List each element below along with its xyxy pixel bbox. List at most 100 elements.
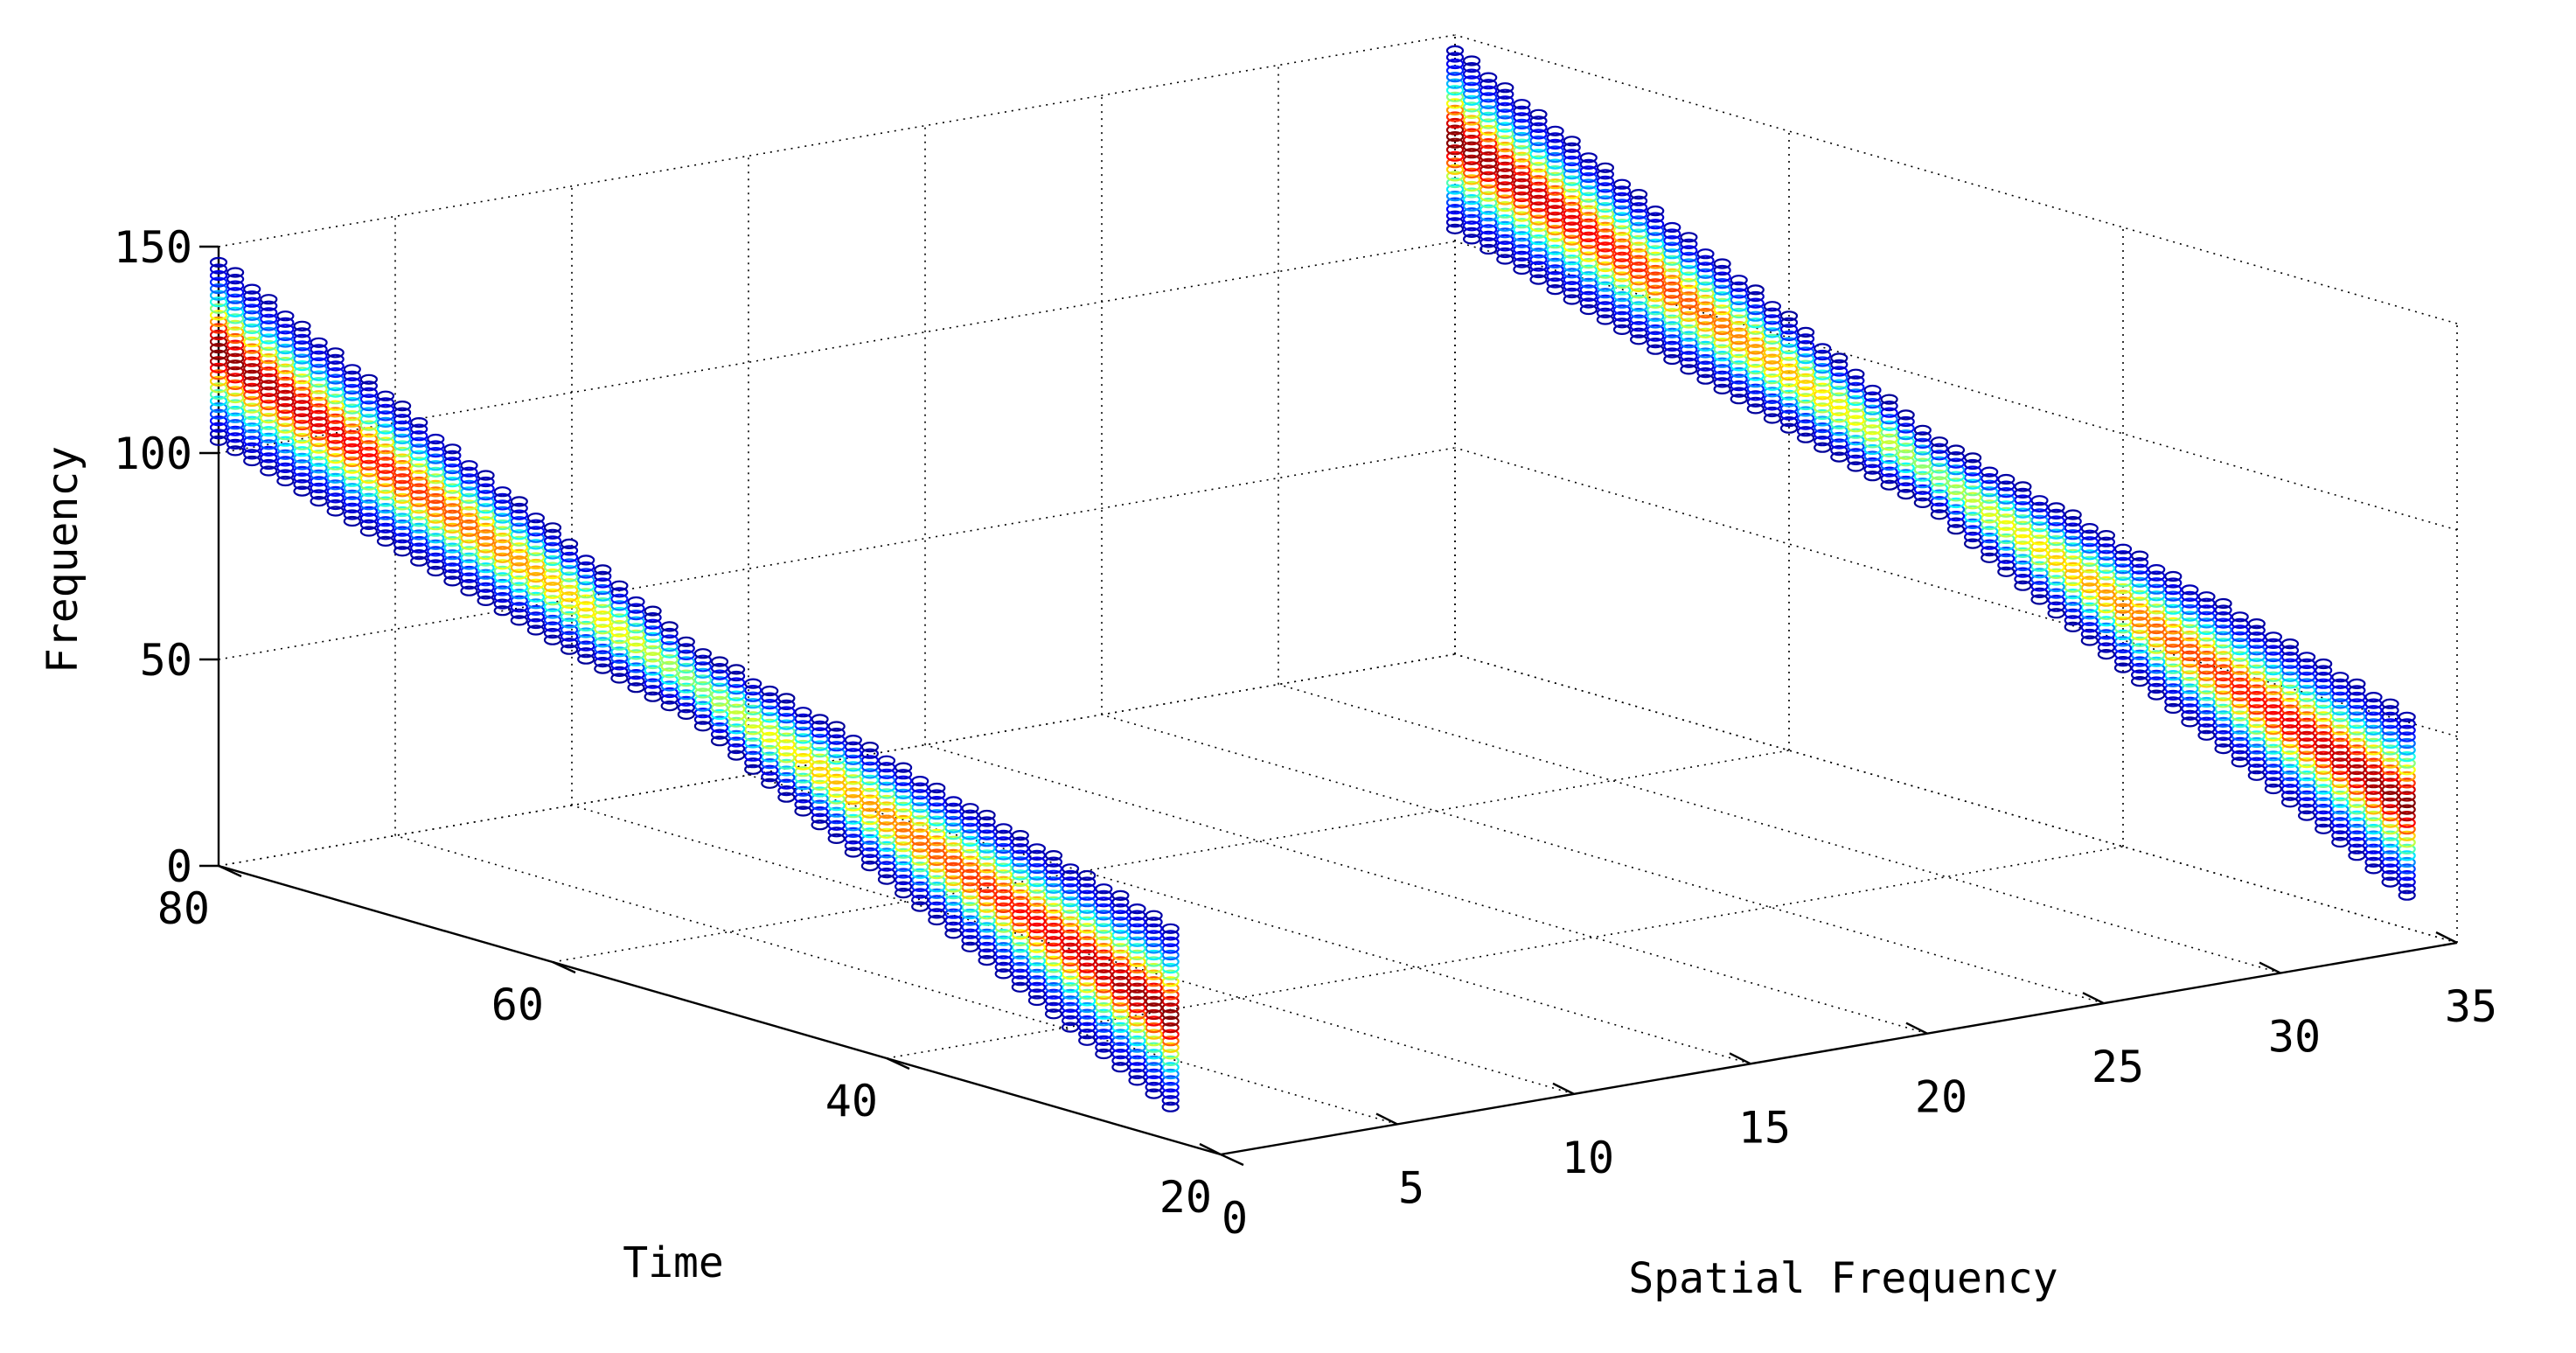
data-point [1897,456,1915,467]
data-point [1145,976,1163,987]
data-point [2197,650,2216,662]
data-point [961,816,979,827]
data-point [928,795,946,807]
data-point [1513,185,1531,196]
data-point [427,526,445,537]
data-point [2398,778,2416,789]
data-point [1111,1035,1130,1047]
data-point [1779,357,1799,368]
data-point [276,402,295,415]
data-point [493,559,512,570]
data-point [1847,381,1865,393]
data-point [660,647,679,659]
data-point [326,466,345,478]
data-point [226,399,245,410]
data-point [1814,363,1832,374]
data-point [2364,691,2383,703]
data-point [827,833,846,845]
data-point [710,708,729,721]
data-point [1930,463,1948,474]
data-point [293,346,311,359]
data-point [2014,507,2032,519]
data-point [310,456,328,467]
data-point [1479,138,1498,150]
data-point [2197,716,2216,728]
data-point [1612,284,1632,296]
data-point [510,496,528,507]
data-point [2030,495,2049,506]
data-point [2164,676,2183,687]
data-point [343,456,361,468]
data-point [2214,710,2232,722]
data-point [1779,337,1799,348]
data-point [2381,778,2399,789]
data-point [1579,238,1598,249]
grid-line [1454,241,2458,531]
data-point [1696,334,1715,345]
data-point [1011,948,1029,960]
data-point [594,656,612,668]
grid-line [1454,653,2458,944]
data-point [961,882,979,893]
data-point [1078,903,1097,914]
data-point [1027,856,1047,868]
data-point [961,855,979,867]
data-point [1964,512,1982,523]
data-point [1111,1042,1130,1053]
data-point [744,691,762,702]
data-point [293,446,311,457]
data-point [393,459,412,471]
data-point [911,802,929,813]
data-point [560,617,579,629]
data-point [761,718,779,729]
data-point [493,591,512,603]
data-point [2014,500,2032,513]
data-point [860,774,880,786]
data-point [577,640,595,652]
data-point [2331,704,2350,716]
data-point [2315,685,2333,696]
data-point [978,928,996,940]
data-point [276,416,295,428]
data-point [1579,158,1598,170]
data-point [1596,268,1615,279]
data-point [2364,705,2383,716]
data-point [1061,1015,1080,1027]
data-point [1128,1075,1146,1086]
data-point [1462,75,1481,87]
data-point [1680,344,1698,355]
data-point [744,698,762,709]
data-point [794,772,812,784]
data-point [944,908,963,919]
data-point [1027,929,1047,940]
x-tick-mark [2259,961,2281,974]
data-point [2197,617,2216,629]
data-point [1095,943,1113,954]
data-point [1563,175,1581,186]
data-point [526,578,546,589]
data-point [209,289,228,301]
data-point [2113,589,2133,601]
data-point [493,605,512,617]
data-point [2097,562,2115,575]
data-point [2280,777,2300,788]
data-point [1663,321,1681,332]
data-point [410,443,428,455]
data-point [1479,217,1498,228]
data-point [243,310,261,321]
data-point [2047,502,2065,513]
data-point [510,602,528,613]
data-point [1044,929,1063,940]
data-point [1629,268,1648,279]
data-point [460,565,478,577]
data-point [1462,200,1481,212]
data-point [894,769,913,780]
data-point [2080,529,2099,541]
data-point [2280,710,2300,722]
data-point [2164,689,2183,701]
data-point [1479,72,1498,83]
data-point [1479,243,1498,255]
data-point [1161,1068,1180,1080]
data-point [2164,630,2183,642]
data-point [2381,856,2399,868]
